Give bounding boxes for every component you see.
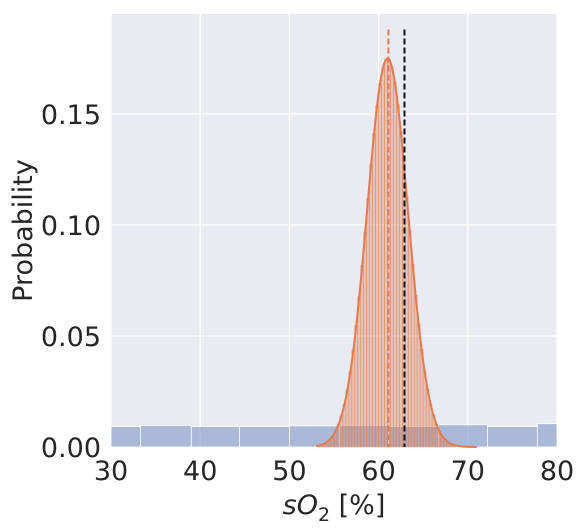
- histogram-bar-orange: [393, 82, 397, 448]
- histogram-bar-blue: [239, 426, 290, 448]
- histogram-bar-orange: [372, 133, 376, 448]
- y-tick-label: 0.05: [41, 322, 101, 353]
- histogram-bar-blue: [110, 426, 141, 448]
- x-tick-label: 80: [540, 456, 574, 487]
- histogram-bar-orange: [399, 131, 403, 448]
- histogram-bar-orange: [363, 232, 367, 448]
- x-tick-label: 30: [94, 456, 128, 487]
- histogram-bar-orange: [375, 105, 379, 448]
- histogram-bar-orange: [357, 296, 362, 448]
- histogram-bar-orange: [396, 104, 400, 448]
- x-tick-label: 70: [451, 456, 485, 487]
- histogram-bar-orange: [384, 59, 388, 448]
- kde-curve: [315, 57, 477, 448]
- histogram-bar-orange: [416, 323, 421, 448]
- histogram-bar-orange: [390, 66, 394, 448]
- plot-area: [111, 14, 557, 447]
- x-tick-label: 60: [361, 456, 395, 487]
- reference-lines: [387, 29, 406, 447]
- histogram-bar-orange: [366, 197, 370, 448]
- y-tick-label: 0.10: [41, 211, 101, 242]
- x-tick-label: 40: [183, 456, 217, 487]
- histogram-bar-blue: [190, 426, 240, 448]
- y-tick-label: 0.15: [41, 100, 101, 131]
- histogram-bar-orange: [369, 164, 373, 448]
- histogram-bar-orange: [407, 230, 412, 448]
- histogram-bar-orange: [378, 83, 382, 448]
- x-tick-label: 50: [272, 456, 306, 487]
- histogram-bar-blue: [487, 426, 538, 448]
- y-tick-label: 0.00: [41, 433, 101, 464]
- histogram-bar-orange: [404, 196, 409, 448]
- histogram-bar-orange: [360, 265, 364, 448]
- x-axis-label: sO2 [%]: [283, 490, 386, 526]
- tick-labels: 30 40 50 60 70 80 0.00 0.05 0.10 0.15: [41, 100, 574, 487]
- kde-layer: [315, 57, 477, 448]
- histogram-bar-orange: [410, 263, 415, 448]
- histogram-bar-orange: [381, 67, 385, 448]
- histogram-bar-orange: [354, 324, 359, 448]
- histogram-bar-orange: [387, 59, 391, 448]
- histogram-bar-blue: [536, 423, 558, 448]
- y-axis-label: Probability: [8, 159, 39, 302]
- histogram-bar-orange: [413, 295, 418, 448]
- histogram-bar-blue: [140, 425, 192, 448]
